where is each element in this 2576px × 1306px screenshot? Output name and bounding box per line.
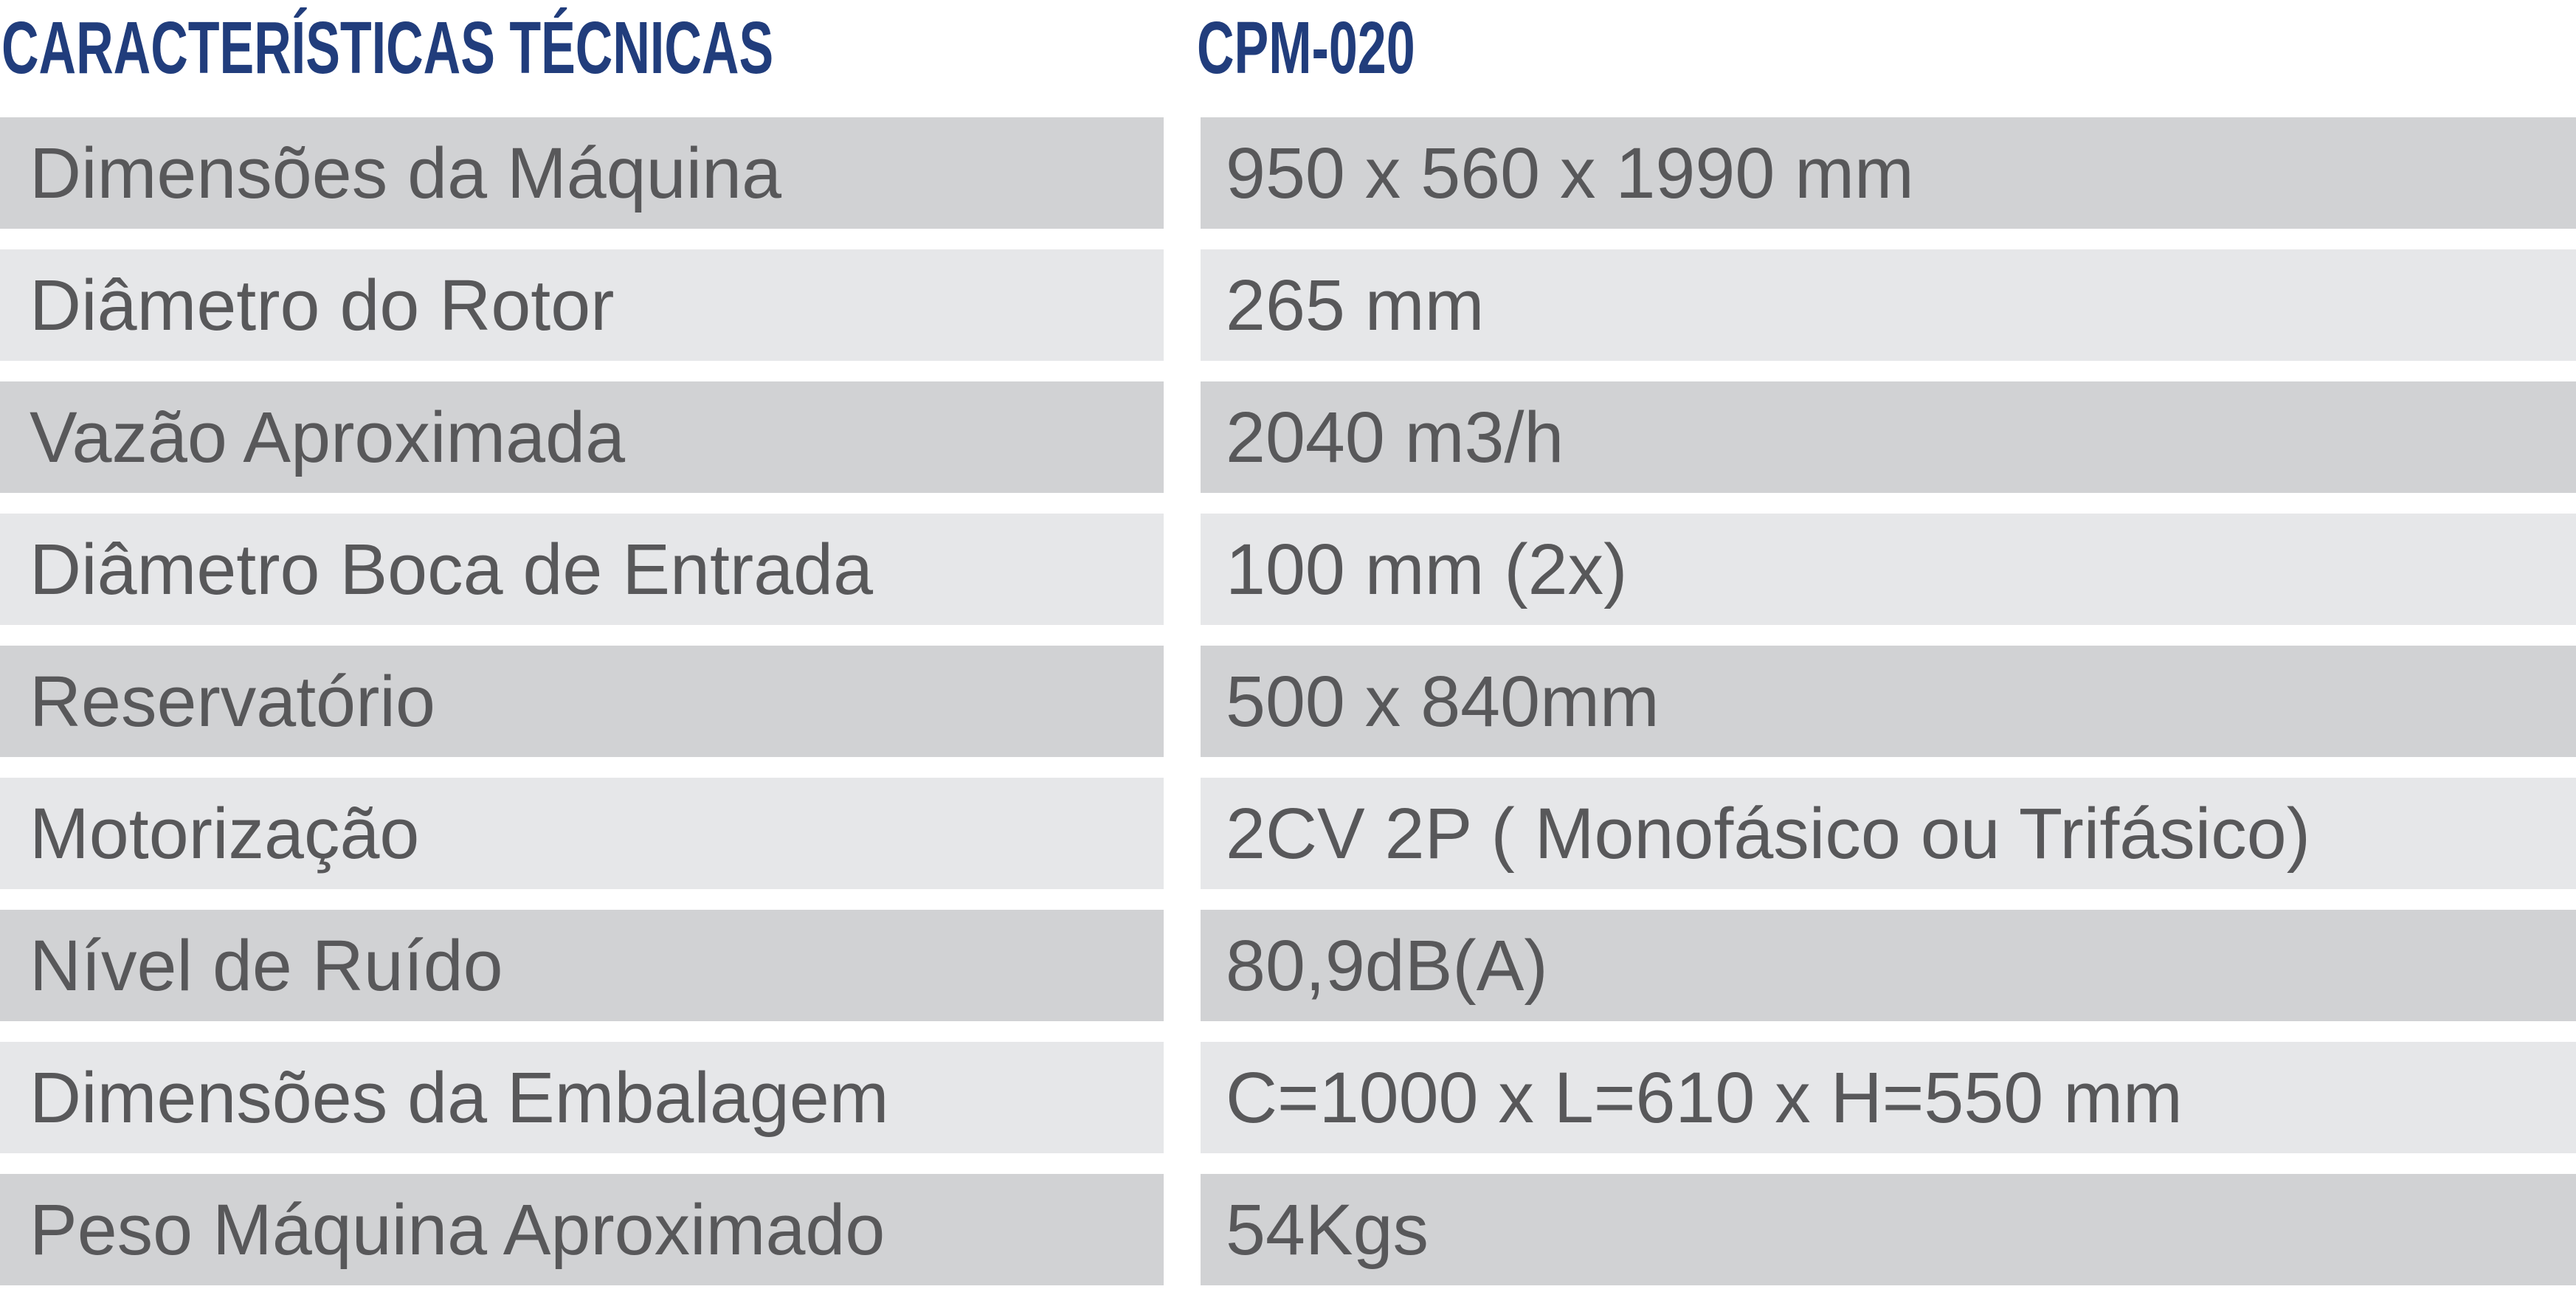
spec-label: Peso Máquina Aproximado [0, 1174, 1164, 1285]
table-row: Dimensões da Máquina 950 x 560 x 1990 mm [0, 117, 2576, 229]
spec-label: Reservatório [0, 646, 1164, 757]
spec-label: Dimensões da Embalagem [0, 1042, 1164, 1153]
spec-value: C=1000 x L=610 x H=550 mm [1201, 1042, 2576, 1153]
table-row: Diâmetro do Rotor 265 mm [0, 249, 2576, 361]
spec-label: Diâmetro do Rotor [0, 249, 1164, 361]
spec-value: 500 x 840mm [1201, 646, 2576, 757]
spec-table: Dimensões da Máquina 950 x 560 x 1990 mm… [0, 117, 2576, 1306]
table-row: Reservatório 500 x 840mm [0, 646, 2576, 757]
table-row: Diâmetro Boca de Entrada 100 mm (2x) [0, 514, 2576, 625]
spec-value: 265 mm [1201, 249, 2576, 361]
table-row: Dimensões da Embalagem C=1000 x L=610 x … [0, 1042, 2576, 1153]
spec-header: CARACTERÍSTICAS TÉCNICAS CPM-020 [0, 0, 2576, 111]
spec-label: Nível de Ruído [0, 910, 1164, 1021]
section-title: CARACTERÍSTICAS TÉCNICAS [1, 7, 774, 89]
spec-label: Motorização [0, 778, 1164, 889]
spec-label: Vazão Aproximada [0, 381, 1164, 493]
spec-label: Diâmetro Boca de Entrada [0, 514, 1164, 625]
model-name: CPM-020 [1197, 7, 1415, 89]
spec-value: 80,9dB(A) [1201, 910, 2576, 1021]
spec-value: 2040 m3/h [1201, 381, 2576, 493]
table-row: Vazão Aproximada 2040 m3/h [0, 381, 2576, 493]
table-row: Peso Máquina Aproximado 54Kgs [0, 1174, 2576, 1285]
spec-value: 100 mm (2x) [1201, 514, 2576, 625]
spec-label: Dimensões da Máquina [0, 117, 1164, 229]
spec-value: 2CV 2P ( Monofásico ou Trifásico) [1201, 778, 2576, 889]
table-row: Motorização 2CV 2P ( Monofásico ou Trifá… [0, 778, 2576, 889]
spec-value: 950 x 560 x 1990 mm [1201, 117, 2576, 229]
table-row: Nível de Ruído 80,9dB(A) [0, 910, 2576, 1021]
spec-value: 54Kgs [1201, 1174, 2576, 1285]
